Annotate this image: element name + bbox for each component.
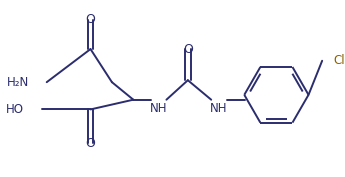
Text: H₂N: H₂N: [7, 76, 29, 89]
Text: NH: NH: [210, 102, 228, 115]
Text: Cl: Cl: [334, 54, 345, 67]
Text: HO: HO: [6, 103, 24, 116]
Text: NH: NH: [150, 102, 167, 115]
Text: O: O: [86, 13, 96, 26]
Text: O: O: [86, 137, 96, 150]
Text: O: O: [183, 43, 193, 56]
